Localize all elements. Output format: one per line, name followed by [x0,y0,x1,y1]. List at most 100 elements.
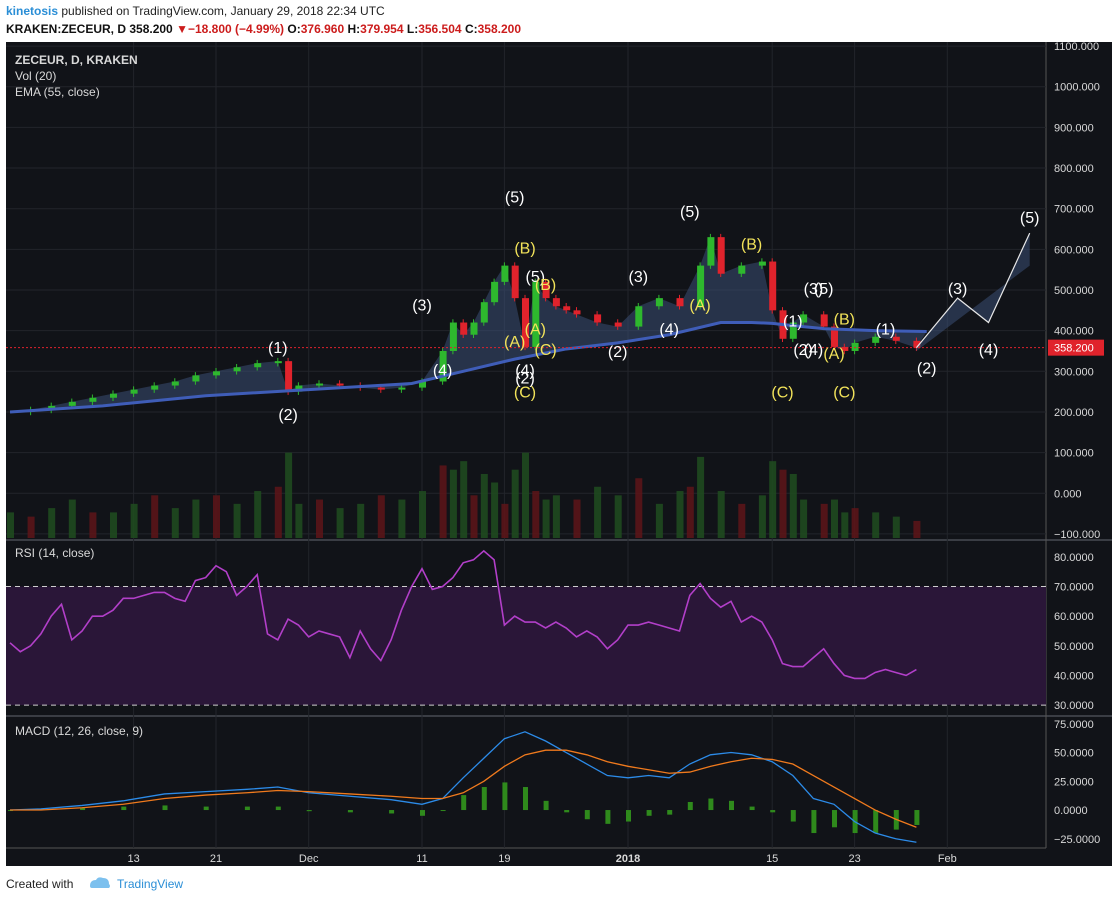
volume-bar[interactable] [758,495,766,538]
ema-55-line[interactable] [9,321,927,414]
macd-histogram-bar[interactable] [749,806,755,811]
chart-svg[interactable]: (1)(2)(3)(4)(5)(B)(A)(4)(2)(C)(5)(B)(A)(… [6,42,1112,866]
last-price-tag[interactable] [1048,339,1104,356]
candle-body[interactable] [511,265,519,299]
volume-bar[interactable] [532,491,540,538]
macd-histogram-bar[interactable] [162,805,168,811]
candle-body[interactable] [213,371,220,376]
volume-bar[interactable] [377,495,385,538]
macd-histogram-bar[interactable] [203,806,209,811]
volume-bar[interactable] [511,469,519,538]
candle-body[interactable] [419,381,426,388]
volume-bar[interactable] [68,499,76,538]
chart-area[interactable]: (1) (2) (3) (4) (5) (B) (A) (4) (2) (C) (5) (B) (A)(… [6,42,1112,866]
candle-body[interactable] [336,383,344,386]
volume-bar[interactable] [573,499,581,538]
candle-body[interactable] [89,397,97,402]
volume-bar[interactable] [449,469,457,538]
macd-histogram-bar[interactable] [481,787,487,811]
tradingview-link[interactable]: TradingView [117,877,184,891]
candle-body[interactable] [563,306,571,311]
macd-histogram-bar[interactable] [244,806,250,811]
candle-body[interactable] [439,350,447,382]
candle-body[interactable] [254,363,262,368]
volume-bar[interactable] [470,495,478,538]
candle-body[interactable] [655,298,663,307]
rsi-line[interactable] [9,549,917,680]
volume-bar[interactable] [594,486,602,538]
volume-bar[interactable] [851,508,859,538]
volume-bar[interactable] [717,491,725,538]
volume-bar[interactable] [274,486,282,538]
candle-body[interactable] [532,281,540,347]
candle-body[interactable] [285,361,293,392]
macd-histogram-bar[interactable] [80,807,86,811]
macd-histogram-bar[interactable] [306,810,312,812]
candle-body[interactable] [913,340,921,348]
volume-bar[interactable] [460,461,468,538]
macd-histogram-bar[interactable] [626,810,631,822]
volume-bar[interactable] [614,495,622,538]
volume-bar[interactable] [501,503,509,538]
candle-body[interactable] [841,346,849,351]
macd-histogram-bar[interactable] [440,810,446,812]
macd-histogram-bar[interactable] [523,787,528,811]
volume-bar[interactable] [336,508,344,538]
volume-bar[interactable] [357,503,365,538]
macd-line[interactable] [9,731,917,843]
volume-bar[interactable] [233,503,241,538]
volume-bar[interactable] [841,512,849,538]
volume-bar[interactable] [89,512,97,538]
candle-body[interactable] [274,361,282,364]
candle-body[interactable] [676,298,684,307]
candle-body[interactable] [316,383,323,386]
macd-histogram-bar[interactable] [790,810,796,822]
volume-bar[interactable] [800,499,808,538]
macd-histogram-bar[interactable] [811,810,817,834]
volume-bar[interactable] [285,452,293,538]
candle-body[interactable] [789,322,797,339]
volume-bar[interactable] [439,465,447,538]
candle-body[interactable] [192,375,200,382]
macd-histogram-bar[interactable] [605,810,611,824]
volume-bar[interactable] [419,491,426,538]
projection-line[interactable] [915,232,1031,349]
candle-body[interactable] [800,314,808,323]
candle-body[interactable] [892,336,900,341]
volume-bar[interactable] [831,499,838,538]
volume-bar[interactable] [316,499,323,538]
volume-bar[interactable] [738,503,746,538]
macd-histogram-bar[interactable] [873,810,879,834]
volume-bar[interactable] [48,508,56,538]
volume-bar[interactable] [697,456,705,538]
volume-bar[interactable] [913,520,921,538]
price-axis[interactable]: 13 21 Dec 11 19 2018 15 23 Feb 1100.000 1000.000 90… [127,42,1104,865]
candle-body[interactable] [398,387,406,390]
volume-bar[interactable] [779,469,787,538]
macd-histogram-bar[interactable] [687,801,693,811]
volume-bar[interactable] [398,499,406,538]
candle-body[interactable] [470,322,478,335]
candle-body[interactable] [635,306,643,327]
candle-body[interactable] [151,385,159,390]
macd-histogram-bar[interactable] [461,795,467,811]
volume-bar[interactable] [635,478,643,538]
volume-bar[interactable] [7,512,14,538]
candle-body[interactable] [171,381,179,386]
volume-bar[interactable] [522,452,529,538]
macd-histogram-bar[interactable] [832,810,837,828]
candle-body[interactable] [697,265,705,307]
candle-body[interactable] [820,314,828,327]
macd-histogram-bar[interactable] [564,810,570,813]
volume-bar[interactable] [542,499,550,538]
volume-bar[interactable] [552,495,560,538]
macd-histogram-bar[interactable] [121,806,127,811]
candle-body[interactable] [851,342,859,351]
macd-histogram-bar[interactable] [729,800,734,811]
volume-bar[interactable] [686,486,694,538]
macd-histogram-bar[interactable] [770,810,776,813]
macd-histogram-bar[interactable] [389,810,395,814]
candle-body[interactable] [130,389,138,394]
macd-histogram-bar[interactable] [646,810,652,816]
author-link[interactable]: kinetosis [6,4,59,18]
